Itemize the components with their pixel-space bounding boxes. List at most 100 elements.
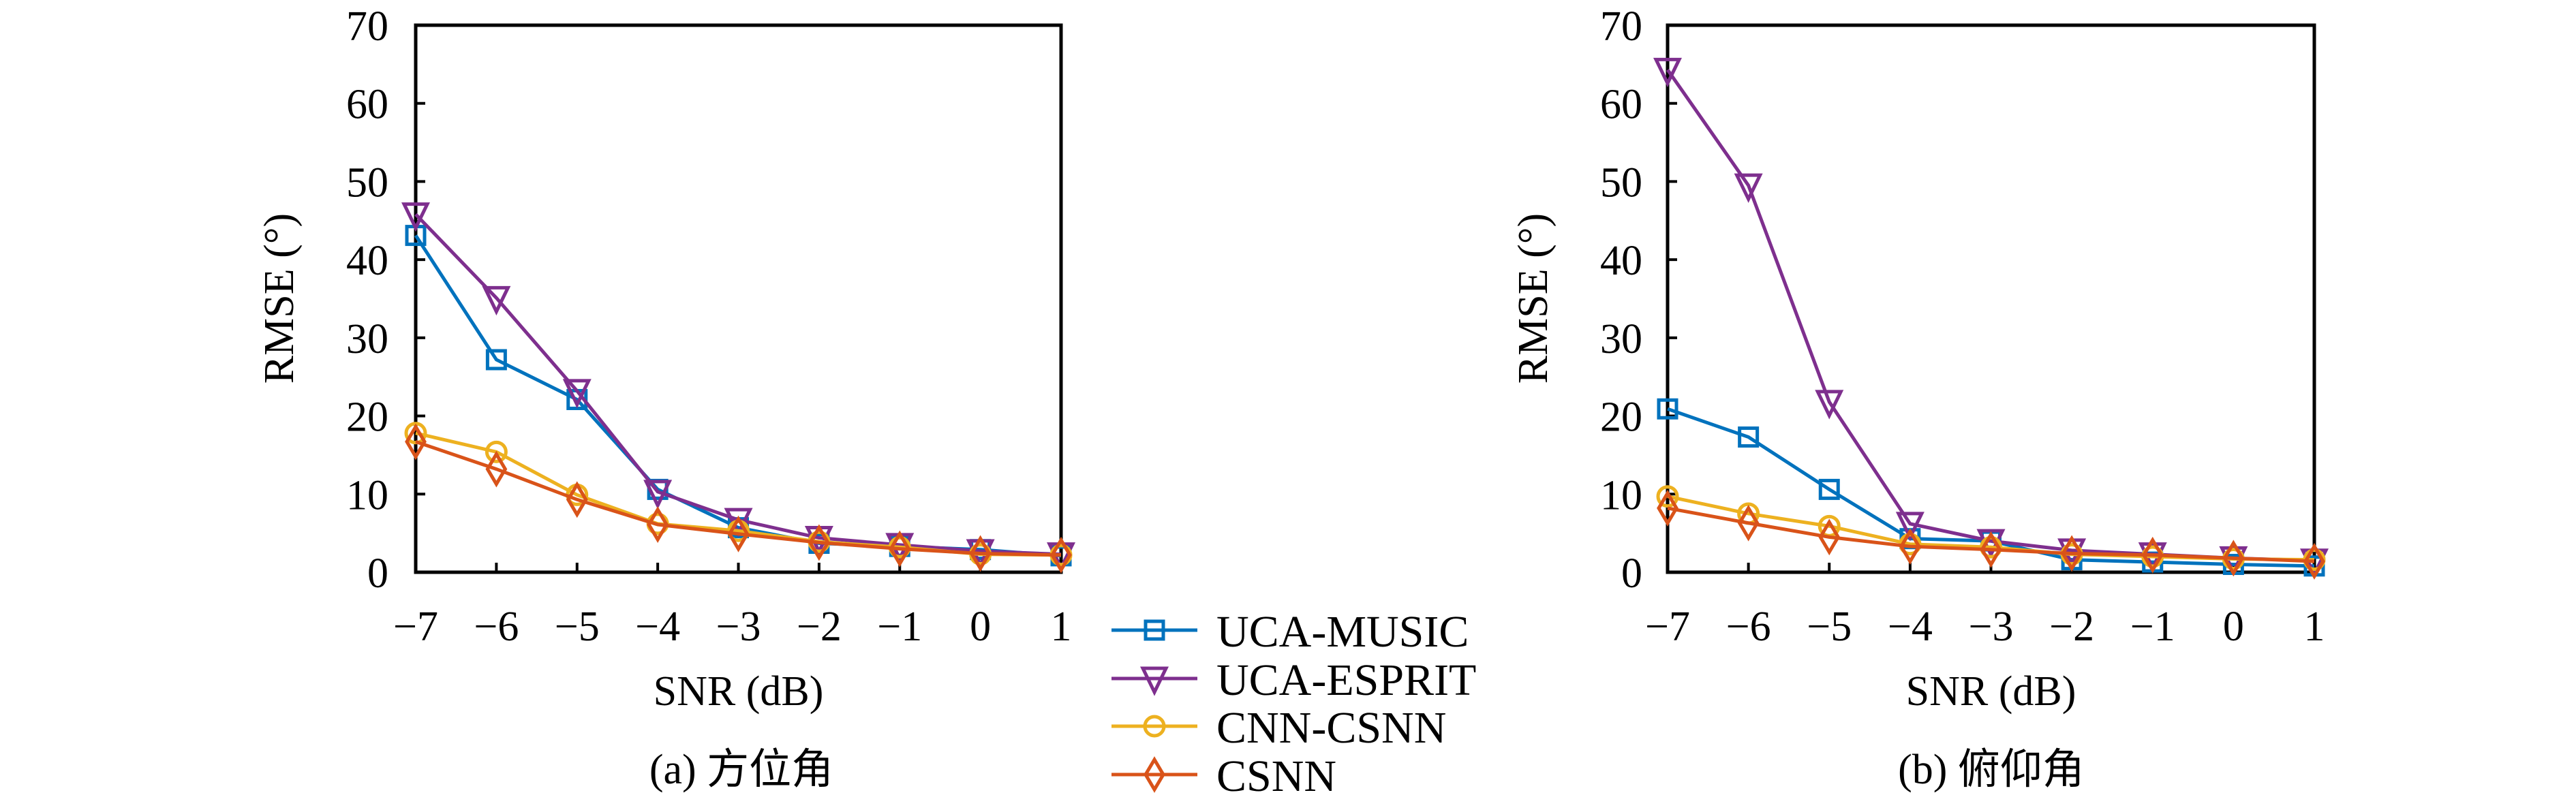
data-point bbox=[485, 440, 508, 463]
x-tick-label: −3 bbox=[1969, 604, 2014, 650]
legend-entry: UCA-ESPRIT bbox=[1111, 655, 1476, 705]
data-point bbox=[1738, 426, 1760, 448]
series-line bbox=[1667, 506, 2315, 563]
y-tick-label: 40 bbox=[1600, 238, 1642, 284]
legend-marker bbox=[1143, 715, 1166, 738]
y-tick-label: 60 bbox=[1600, 82, 1642, 128]
data-point bbox=[643, 480, 673, 510]
y-tick-label: 40 bbox=[346, 238, 388, 284]
x-axis-label: SNR (dB) bbox=[654, 668, 824, 715]
y-tick-label: 70 bbox=[346, 3, 388, 50]
data-point bbox=[482, 285, 511, 316]
data-point bbox=[808, 524, 830, 561]
panel-caption: (a) 方位角 bbox=[649, 747, 833, 793]
x-tick-label: −2 bbox=[2049, 604, 2094, 650]
series-line bbox=[415, 440, 1062, 557]
y-tick-label: 50 bbox=[1600, 159, 1642, 206]
panel-caption: (b) 俯仰角 bbox=[1898, 747, 2085, 793]
series-line bbox=[414, 213, 1062, 557]
series-csnn bbox=[405, 423, 1072, 574]
x-tick-label: −6 bbox=[1726, 604, 1771, 650]
y-tick-label: 70 bbox=[1600, 3, 1642, 50]
data-point bbox=[485, 450, 508, 488]
data-point bbox=[1818, 518, 1841, 556]
data-point bbox=[1653, 57, 1682, 88]
data-point bbox=[566, 481, 588, 518]
x-tick-label: −5 bbox=[555, 604, 600, 650]
y-tick-label: 50 bbox=[346, 159, 388, 206]
y-axis-label: RMSE (°) bbox=[256, 213, 303, 384]
y-tick-label: 10 bbox=[346, 472, 388, 518]
data-point bbox=[2222, 540, 2245, 577]
data-point bbox=[1895, 512, 1925, 542]
data-point bbox=[1656, 485, 1679, 508]
x-tick-label: −2 bbox=[797, 604, 842, 650]
x-tick-label: 1 bbox=[2304, 604, 2325, 650]
data-point bbox=[562, 379, 592, 409]
y-tick-label: 20 bbox=[1600, 394, 1642, 441]
data-point bbox=[2141, 536, 2164, 574]
legend-marker bbox=[1144, 756, 1165, 793]
y-tick-label: 10 bbox=[1600, 472, 1642, 518]
x-tick-label: −7 bbox=[1645, 604, 1690, 650]
data-point bbox=[1657, 490, 1678, 527]
data-point bbox=[401, 202, 430, 232]
data-point bbox=[1899, 528, 1921, 565]
series-uca-esprit bbox=[1653, 57, 2329, 578]
series-line bbox=[414, 234, 1062, 558]
data-point bbox=[1737, 504, 1760, 542]
legend-label: CNN-CSNN bbox=[1216, 703, 1446, 753]
data-point bbox=[889, 530, 911, 567]
x-tick-label: −7 bbox=[393, 604, 438, 650]
plot-frame bbox=[414, 23, 1063, 574]
data-point bbox=[1050, 536, 1072, 574]
data-point bbox=[1980, 531, 2002, 568]
data-point bbox=[727, 515, 750, 552]
x-tick-label: −6 bbox=[474, 604, 519, 650]
legend-entry: CSNN bbox=[1111, 751, 1336, 795]
series-line bbox=[1666, 68, 2315, 563]
y-tick-label: 30 bbox=[346, 316, 388, 362]
x-axis-label: SNR (dB) bbox=[1906, 668, 2076, 715]
y-tick-label: 30 bbox=[1600, 316, 1642, 362]
series-csnn bbox=[1657, 490, 2325, 580]
data-point bbox=[2061, 535, 2083, 572]
legend-label: UCA-ESPRIT bbox=[1216, 655, 1476, 705]
x-tick-label: −1 bbox=[877, 604, 922, 650]
legend-entry: CNN-CSNN bbox=[1111, 703, 1446, 753]
x-tick-label: −4 bbox=[1888, 604, 1933, 650]
plot-frame bbox=[1666, 23, 2316, 574]
legend-marker bbox=[1144, 619, 1165, 641]
data-point bbox=[1734, 173, 1763, 203]
y-tick-label: 20 bbox=[346, 394, 388, 441]
series-uca-music bbox=[405, 225, 1072, 567]
y-axis-label: RMSE (°) bbox=[1510, 213, 1557, 384]
y-tick-label: 0 bbox=[1621, 550, 1642, 597]
x-tick-label: 0 bbox=[2223, 604, 2244, 650]
x-tick-label: −5 bbox=[1807, 604, 1852, 650]
y-tick-label: 60 bbox=[346, 82, 388, 128]
data-point bbox=[969, 535, 992, 572]
data-point bbox=[1818, 478, 1840, 500]
x-tick-label: −3 bbox=[716, 604, 761, 650]
legend-label: CSNN bbox=[1216, 751, 1336, 795]
data-point bbox=[485, 349, 507, 371]
data-point bbox=[2303, 543, 2325, 580]
legend-entry: UCA-MUSIC bbox=[1111, 607, 1469, 657]
data-point bbox=[405, 423, 427, 461]
x-tick-label: 0 bbox=[970, 604, 991, 650]
legend-label: UCA-MUSIC bbox=[1216, 607, 1469, 657]
data-point bbox=[1815, 390, 1844, 420]
data-point bbox=[647, 506, 669, 543]
x-tick-label: −4 bbox=[635, 604, 680, 650]
x-tick-label: 1 bbox=[1051, 604, 1072, 650]
series-uca-esprit bbox=[401, 202, 1075, 572]
x-tick-label: −1 bbox=[2130, 604, 2175, 650]
y-tick-label: 0 bbox=[367, 550, 388, 597]
legend-marker bbox=[1140, 666, 1169, 696]
data-point bbox=[1657, 398, 1678, 420]
